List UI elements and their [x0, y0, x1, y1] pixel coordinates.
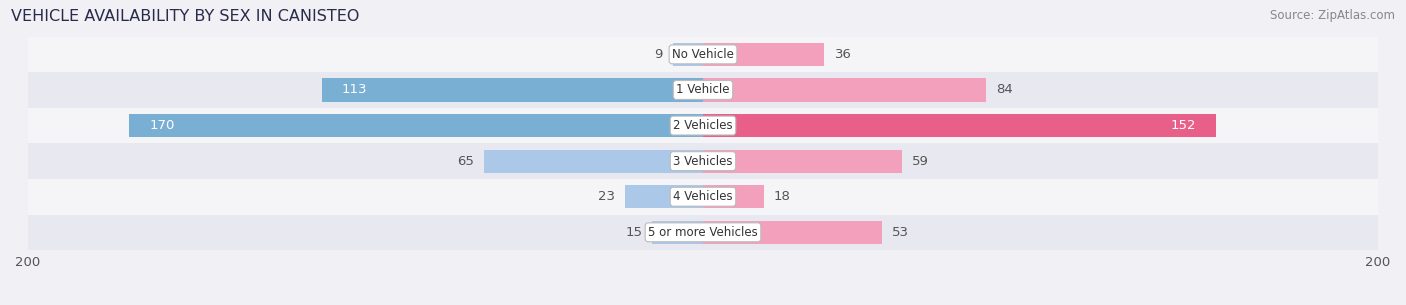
Text: 36: 36 — [835, 48, 852, 61]
Text: 23: 23 — [599, 190, 616, 203]
Bar — [703, 114, 1216, 137]
Text: 15: 15 — [626, 226, 643, 239]
Bar — [652, 221, 703, 244]
Text: 18: 18 — [773, 190, 790, 203]
Text: 1 Vehicle: 1 Vehicle — [676, 84, 730, 96]
Bar — [703, 78, 987, 102]
Text: 113: 113 — [342, 84, 367, 96]
Bar — [703, 221, 882, 244]
Text: 5 or more Vehicles: 5 or more Vehicles — [648, 226, 758, 239]
Bar — [626, 185, 703, 208]
Bar — [703, 185, 763, 208]
Bar — [703, 43, 824, 66]
Text: 9: 9 — [654, 48, 662, 61]
Text: 59: 59 — [912, 155, 929, 168]
Text: 84: 84 — [997, 84, 1014, 96]
Bar — [322, 78, 703, 102]
Text: 53: 53 — [891, 226, 908, 239]
Bar — [484, 149, 703, 173]
Text: 65: 65 — [457, 155, 474, 168]
Text: 2 Vehicles: 2 Vehicles — [673, 119, 733, 132]
Text: 4 Vehicles: 4 Vehicles — [673, 190, 733, 203]
Bar — [28, 214, 1378, 250]
Text: 170: 170 — [149, 119, 174, 132]
Bar — [28, 37, 1378, 72]
Bar — [703, 149, 903, 173]
Text: No Vehicle: No Vehicle — [672, 48, 734, 61]
Bar — [28, 72, 1378, 108]
Bar — [28, 143, 1378, 179]
Bar — [672, 43, 703, 66]
Bar — [129, 114, 703, 137]
Bar — [28, 108, 1378, 143]
Text: Source: ZipAtlas.com: Source: ZipAtlas.com — [1270, 9, 1395, 22]
Text: VEHICLE AVAILABILITY BY SEX IN CANISTEO: VEHICLE AVAILABILITY BY SEX IN CANISTEO — [11, 9, 360, 24]
Text: 3 Vehicles: 3 Vehicles — [673, 155, 733, 168]
Text: 152: 152 — [1170, 119, 1195, 132]
Bar — [28, 179, 1378, 214]
